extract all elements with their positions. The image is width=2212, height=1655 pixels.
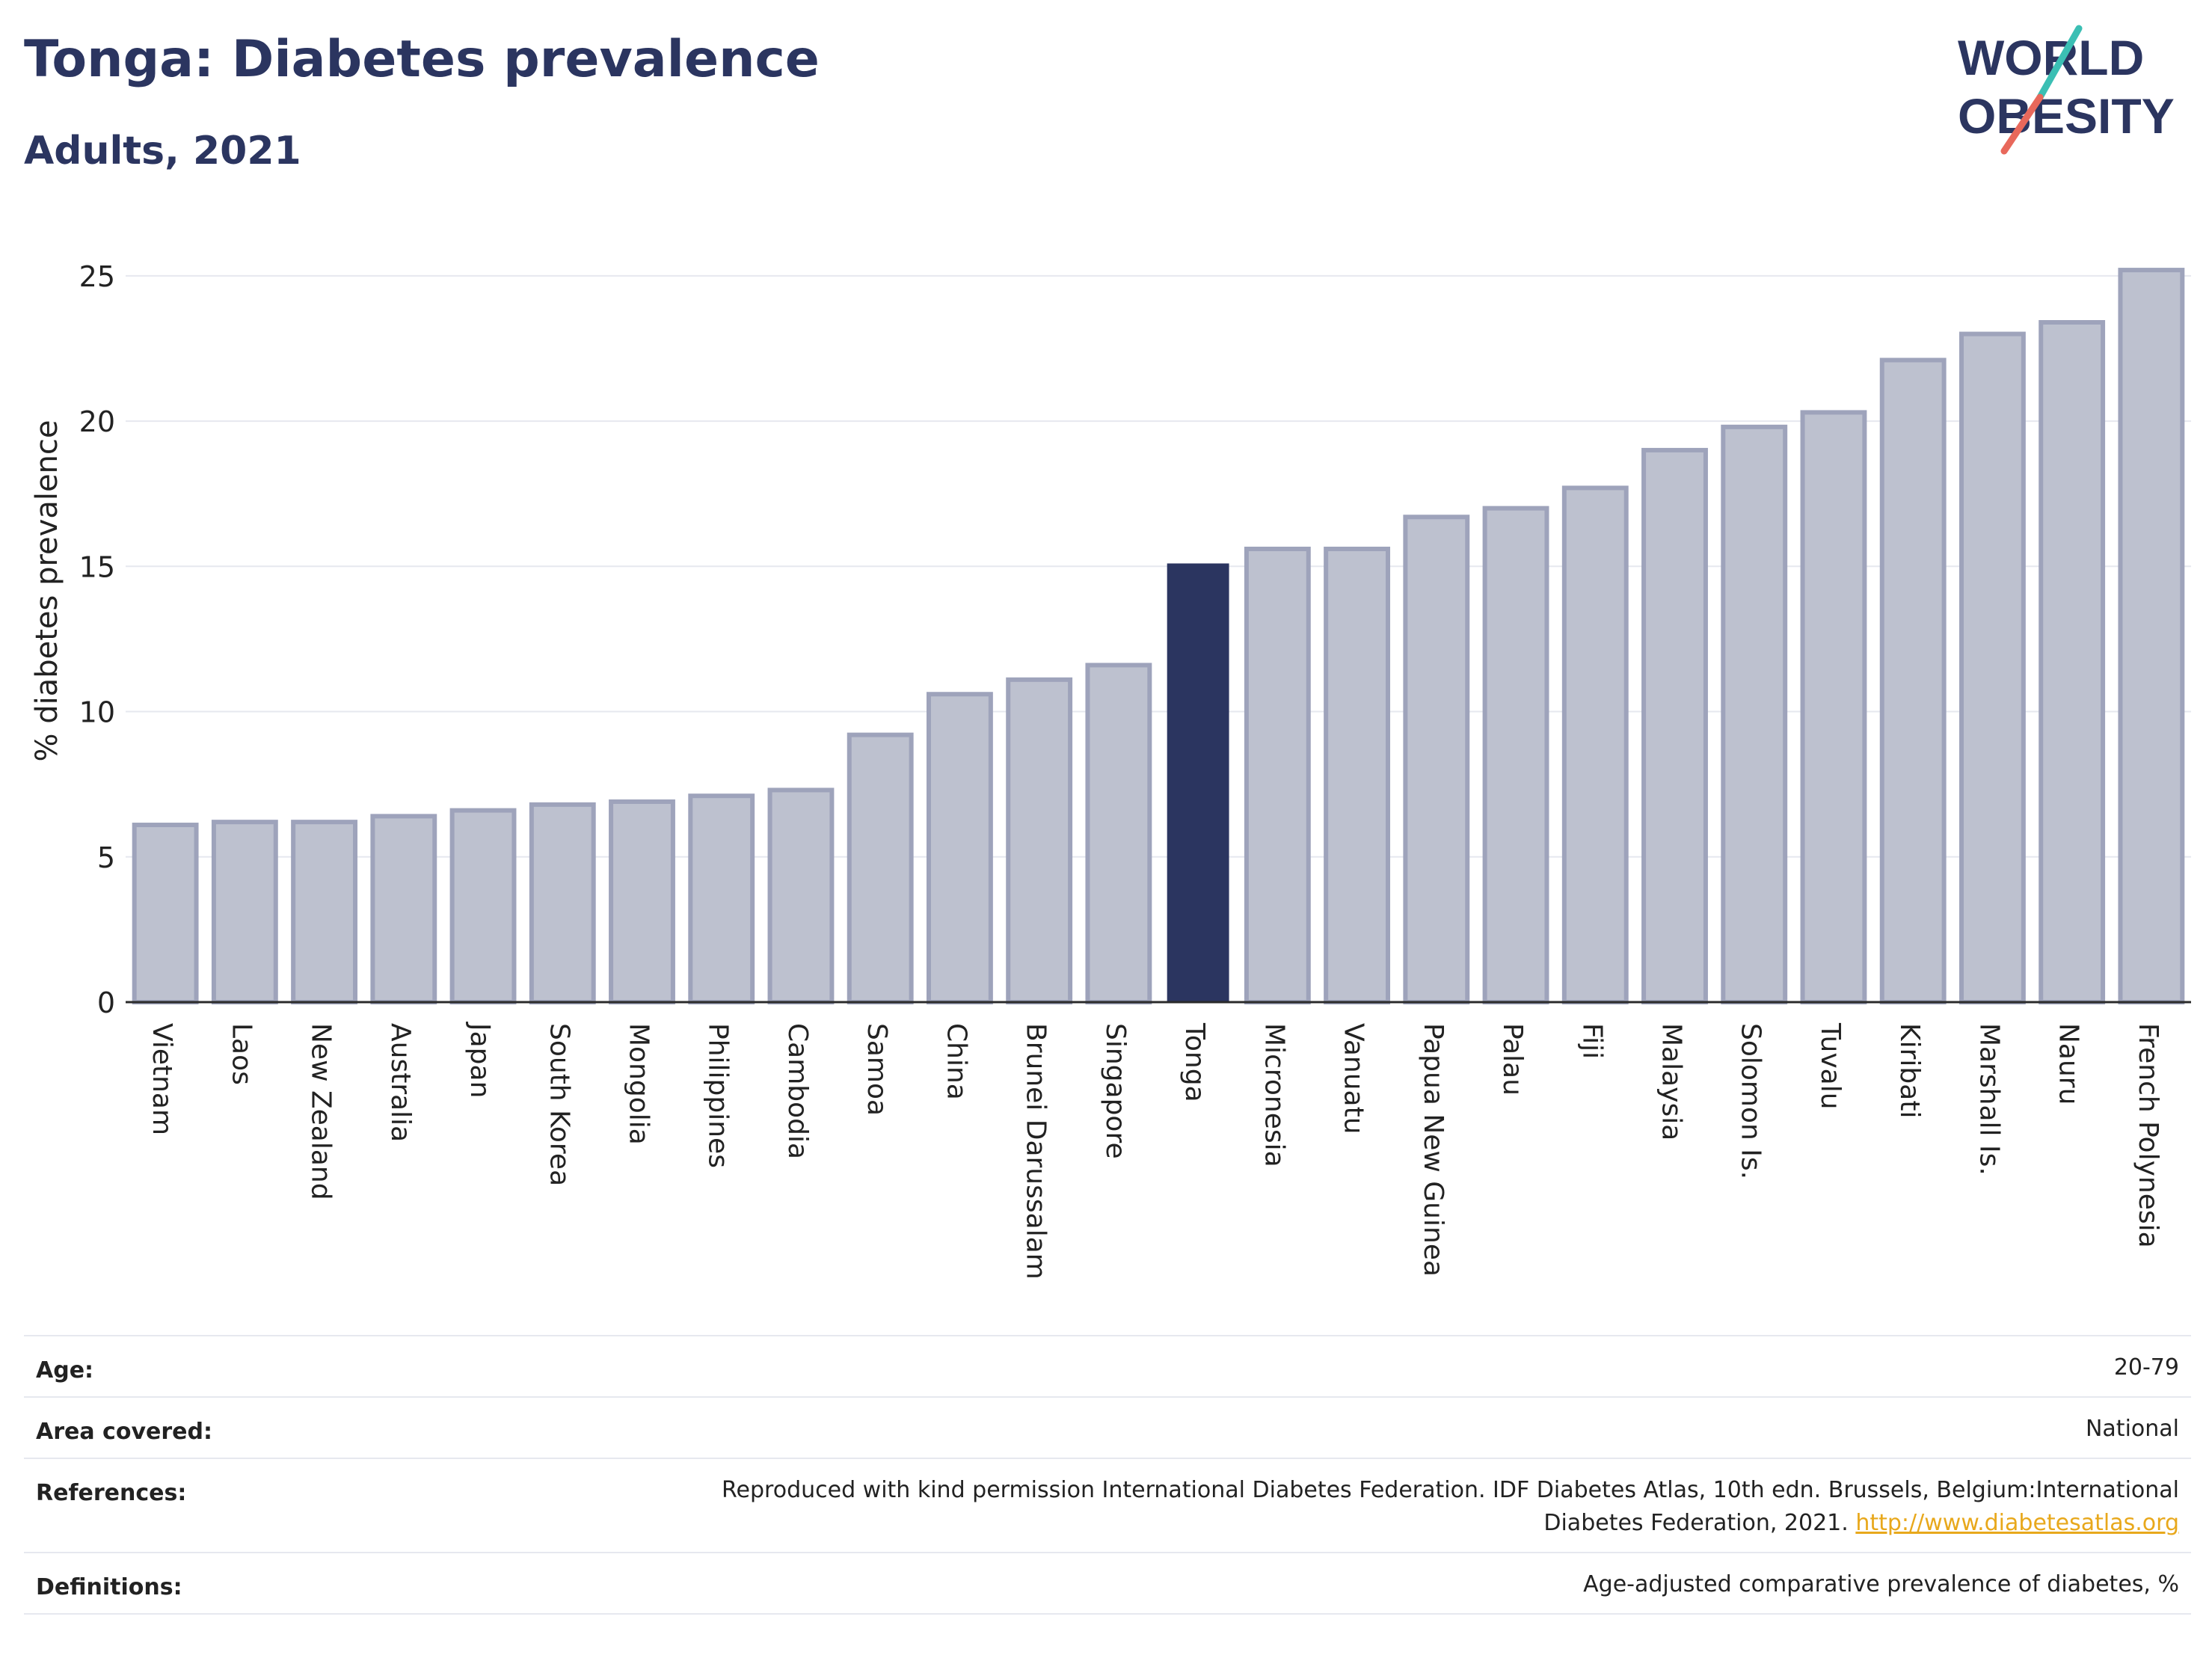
x-tick-label: South Korea [544,1023,574,1186]
x-tick-label: Philippines [703,1023,734,1168]
x-tick-label: Papua New Guinea [1418,1023,1448,1277]
page-subtitle: Adults, 2021 [24,129,301,174]
bar-tonga [1167,563,1229,1002]
y-tick-label: 10 [79,696,115,729]
bar-cambodia [767,787,835,1005]
bar-samoa [847,732,914,1004]
bar-china [926,692,993,1004]
bar-chart: 0 5 10 15 20 25 Vietnam Laos New Zealand Australi… [30,260,2191,1280]
x-tick-label: Vietnam [147,1023,177,1135]
x-tick-label: Nauru [2053,1023,2084,1105]
meta-age-label: Age: [36,1357,94,1384]
meta-age-value: 20-79 [2113,1354,2179,1381]
y-tick-label: 0 [97,986,115,1019]
bar-new-zealand [291,820,358,1004]
bar-kiribati [1879,357,1947,1004]
bar-south-korea [529,802,596,1005]
bar-malaysia [1641,447,1708,1004]
bar-papua-new-guinea [1403,515,1470,1004]
meta-row-definitions: Definitions: Age-adjusted comparative pr… [24,1552,2191,1615]
x-tick-label: New Zealand [306,1023,337,1200]
logo-slash-coral [2000,93,2044,155]
meta-references-label: References: [36,1480,187,1506]
x-tick-label: Solomon Is. [1736,1023,1766,1179]
bar-palau [1482,506,1549,1004]
x-tick-label: Mongolia [624,1023,654,1145]
bar-brunei-darussalam [1006,677,1073,1004]
bar-solomon-is- [1721,424,1788,1004]
bar-tuvalu [1800,410,1867,1004]
x-tick-label: Laos [226,1023,256,1085]
meta-area-label: Area covered: [36,1419,212,1445]
page-title: Tonga: Diabetes prevalence [24,30,820,89]
x-tick-label: Micronesia [1259,1023,1289,1167]
x-tick-label: Brunei Darussalam [1021,1023,1051,1280]
meta-references-value: Reproduced with kind permission Internat… [722,1474,2179,1540]
bar-australia [370,814,437,1005]
x-tick-label: China [941,1023,971,1100]
x-tick-label: Marshall Is. [1973,1023,2004,1176]
y-tick-label: 5 [97,841,115,874]
bar-japan [449,808,517,1004]
diabetes-atlas-link[interactable]: http://www.diabetesatlas.org [1855,1510,2179,1536]
x-tick-label: Malaysia [1656,1023,1687,1140]
bar-vietnam [132,823,199,1004]
meta-row-references: References: Reproduced with kind permiss… [24,1458,2191,1553]
bars [132,268,2185,1005]
axes: 0 5 10 15 20 25 Vietnam Laos New Zealand Australi… [79,260,2191,1280]
x-tick-label: Australia [385,1023,416,1142]
x-tick-label: French Polynesia [2133,1023,2163,1248]
x-tick-label: Cambodia [782,1023,813,1159]
meta-row-area: Area covered: National [24,1396,2191,1459]
meta-area-value: National [2085,1416,2179,1442]
logo-slash-teal [2036,25,2083,101]
x-tick-label: Samoa [861,1023,892,1116]
bar-laos [211,820,278,1004]
x-tick-label: Tuvalu [1815,1022,1846,1110]
bar-fiji [1561,485,1629,1004]
x-tick-label: Japan [464,1022,495,1098]
y-tick-label: 20 [79,405,115,438]
y-tick-label: 15 [79,550,115,583]
x-tick-label: Palau [1497,1023,1528,1096]
x-tick-label: Tonga [1179,1022,1210,1102]
bar-mongolia [609,799,675,1004]
x-tick-label: Singapore [1100,1023,1131,1159]
bar-singapore [1085,663,1152,1005]
logo-text-obesity: OBESITY [1958,88,2175,144]
y-tick-label: 25 [79,260,115,293]
meta-references-line1: Reproduced with kind permission Internat… [722,1477,2179,1503]
meta-bottom-divider [24,1613,2191,1615]
bar-micronesia [1244,547,1311,1004]
x-tick-label: Vanuatu [1339,1023,1369,1134]
y-axis-label: % diabetes prevalence [30,420,64,761]
meta-definitions-label: Definitions: [36,1574,182,1600]
meta-references-line2-wrap: Diabetes Federation, 2021. http://www.di… [722,1507,2179,1540]
bar-philippines [688,793,755,1004]
meta-references-line2: Diabetes Federation, 2021. [1543,1510,1849,1536]
bar-vanuatu [1324,547,1391,1004]
bar-french-polynesia [2118,268,2185,1005]
bar-nauru [2039,320,2106,1004]
meta-row-age: Age: 20-79 [24,1335,2191,1398]
x-tick-label: Kiribati [1894,1023,1925,1118]
world-obesity-logo: WORLD OBESITY [1958,25,2175,155]
meta-definitions-value: Age-adjusted comparative prevalence of d… [1583,1571,2179,1597]
bar-marshall-is- [1958,331,2026,1004]
x-tick-label: Fiji [1576,1023,1607,1059]
